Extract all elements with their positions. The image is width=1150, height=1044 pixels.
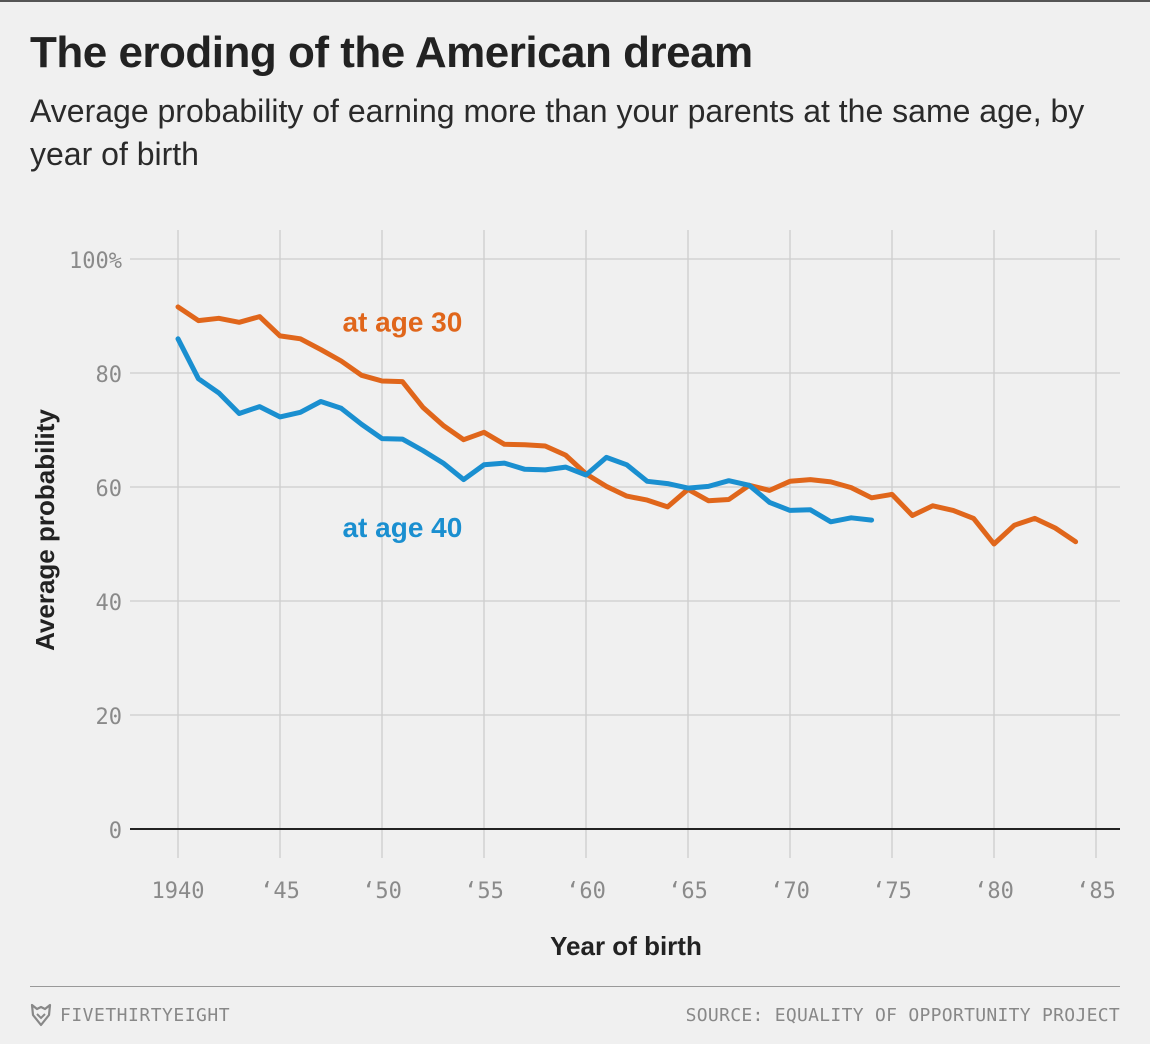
fox-logo-icon — [30, 1003, 52, 1027]
y-tick-label-40: 40 — [96, 591, 123, 616]
series-line-at-age-40 — [175, 336, 875, 525]
brand-name: FIVETHIRTYEIGHT — [60, 1004, 231, 1026]
chart-subtitle: Average probability of earning more than… — [30, 93, 1085, 172]
footer-rule — [30, 986, 1120, 987]
series-line-at-age-30 — [175, 304, 1079, 547]
chart-title: The eroding of the American dream — [30, 28, 753, 77]
x-tick-label-1950: ‘50 — [362, 879, 402, 904]
x-axis-label: Year of birth — [550, 931, 702, 961]
x-tick-label-1975: ‘75 — [872, 879, 912, 904]
series-layer — [175, 304, 1079, 547]
y-tick-label-20: 20 — [96, 705, 123, 730]
top-rule — [0, 0, 1150, 2]
y-tick-label-60: 60 — [96, 477, 123, 502]
y-axis-label: Average probability — [30, 409, 60, 651]
series-label-at-age-40: at age 40 — [342, 512, 462, 543]
y-tick-label-80: 80 — [96, 363, 123, 388]
source-note: SOURCE: EQUALITY OF OPPORTUNITY PROJECT — [685, 1005, 1120, 1026]
x-tick-label-1965: ‘65 — [668, 879, 708, 904]
x-tick-label-1940: 1940 — [152, 879, 205, 904]
y-tick-label-100: 100% — [69, 249, 122, 274]
x-tick-label-1980: ‘80 — [974, 879, 1014, 904]
series-label-at-age-30: at age 30 — [342, 307, 462, 338]
line-chart: 0 20 40 60 80 100% 1940 ‘45 ‘50 ‘55 ‘60 ‘65 ‘70 ‘75 ‘8… — [30, 230, 1120, 961]
grid-layer — [130, 230, 1120, 858]
x-tick-label-1970: ‘70 — [770, 879, 810, 904]
y-tick-label-0: 0 — [109, 819, 122, 844]
x-tick-label-1945: ‘45 — [260, 879, 300, 904]
x-tick-label-1985: ‘85 — [1076, 879, 1116, 904]
x-tick-label-1955: ‘55 — [464, 879, 504, 904]
tick-label-layer: 0 20 40 60 80 100% 1940 ‘45 ‘50 ‘55 ‘60 ‘65 ‘70 ‘75 ‘8… — [69, 249, 1116, 904]
series-label-layer: at age 30 at age 40 — [342, 307, 462, 543]
x-tick-label-1960: ‘60 — [566, 879, 606, 904]
brand-logo[interactable]: FIVETHIRTYEIGHT — [30, 1003, 230, 1027]
